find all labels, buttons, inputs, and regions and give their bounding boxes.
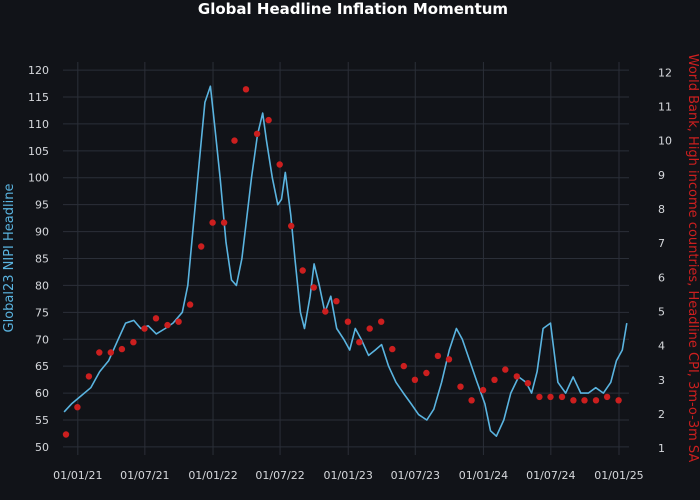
series-line-nipi-headline bbox=[63, 85, 628, 438]
y-left-tick-label: 100 bbox=[28, 172, 49, 185]
y-left-tick-label: 60 bbox=[35, 387, 49, 400]
y-left-tick-label: 70 bbox=[35, 333, 49, 346]
cpi-marker bbox=[581, 397, 588, 404]
cpi-marker bbox=[242, 86, 250, 93]
x-tick-labels: 01/01/21 01/07/21 01/01/22 01/07/22 01/01/23… bbox=[53, 469, 644, 482]
cpi-marker bbox=[615, 397, 622, 404]
cpi-marker bbox=[85, 373, 93, 380]
cpi-marker bbox=[603, 393, 611, 401]
cpi-marker bbox=[445, 356, 453, 363]
y-left-tick-label: 75 bbox=[35, 306, 49, 319]
cpi-marker bbox=[74, 404, 81, 411]
cpi-marker bbox=[276, 161, 283, 168]
cpi-marker bbox=[175, 318, 182, 325]
y-right-tick-label: 9 bbox=[658, 169, 665, 182]
y-left-tick-label: 90 bbox=[35, 226, 49, 239]
cpi-marker bbox=[411, 376, 419, 383]
y-right-tick-label: 12 bbox=[658, 66, 672, 79]
cpi-marker bbox=[152, 315, 160, 322]
cpi-marker bbox=[253, 130, 261, 137]
cpi-marker bbox=[107, 349, 115, 356]
cpi-marker bbox=[502, 366, 509, 373]
cpi-marker bbox=[220, 219, 228, 226]
y-left-tick-label: 95 bbox=[35, 199, 49, 212]
cpi-marker bbox=[479, 386, 487, 394]
cpi-marker bbox=[366, 325, 373, 332]
y-left-tick-label: 105 bbox=[28, 145, 49, 158]
cpi-marker bbox=[141, 325, 148, 332]
y-right-tick-label: 5 bbox=[658, 305, 665, 318]
y-right-tick-label: 4 bbox=[658, 340, 665, 353]
cpi-marker bbox=[333, 298, 340, 305]
cpi-marker bbox=[491, 376, 498, 383]
series-line-group bbox=[63, 85, 628, 438]
cpi-marker bbox=[288, 222, 295, 230]
cpi-marker bbox=[434, 352, 442, 360]
y-right-tick-label: 6 bbox=[658, 271, 665, 284]
y-right-tick-label: 1 bbox=[658, 442, 665, 455]
x-tick-label: 01/01/24 bbox=[459, 469, 508, 482]
cpi-marker bbox=[310, 284, 317, 291]
y-right-tick-label: 3 bbox=[658, 374, 665, 387]
x-tick-label: 01/01/23 bbox=[324, 469, 373, 482]
cpi-marker bbox=[198, 243, 205, 250]
cpi-marker bbox=[524, 380, 532, 387]
x-tick-label: 01/01/21 bbox=[53, 469, 102, 482]
y-right-axis-title: World Bank, High income countries, Headl… bbox=[685, 54, 700, 463]
x-tick-label: 01/01/25 bbox=[594, 469, 643, 482]
cpi-marker bbox=[209, 219, 216, 226]
cpi-marker bbox=[457, 383, 464, 390]
cpi-marker bbox=[265, 116, 272, 124]
cpi-marker bbox=[513, 373, 520, 380]
cpi-marker bbox=[322, 308, 329, 315]
cpi-marker bbox=[468, 397, 475, 404]
cpi-marker bbox=[344, 318, 352, 325]
cpi-marker bbox=[536, 393, 543, 401]
cpi-marker bbox=[400, 362, 407, 370]
cpi-marker bbox=[356, 339, 363, 346]
cpi-marker bbox=[547, 393, 554, 401]
cpi-marker bbox=[592, 397, 600, 404]
cpi-marker bbox=[164, 321, 171, 329]
y-left-tick-labels: 50 55 60 65 70 75 80 85 90 95 100 105 110 115 120 bbox=[28, 64, 49, 454]
y-right-tick-label: 7 bbox=[658, 237, 665, 250]
x-tick-label: 01/07/22 bbox=[255, 469, 304, 482]
cpi-marker bbox=[378, 318, 385, 325]
cpi-marker bbox=[558, 393, 566, 401]
y-left-tick-label: 80 bbox=[35, 279, 49, 292]
cpi-marker bbox=[423, 369, 430, 377]
cpi-marker bbox=[231, 137, 238, 144]
y-left-tick-label: 65 bbox=[35, 360, 49, 373]
cpi-marker bbox=[96, 349, 103, 356]
y-left-tick-label: 50 bbox=[35, 441, 49, 454]
y-left-tick-label: 85 bbox=[35, 253, 49, 266]
y-left-tick-label: 110 bbox=[28, 118, 49, 131]
x-tick-label: 01/07/23 bbox=[391, 469, 440, 482]
y-right-tick-label: 10 bbox=[658, 135, 672, 148]
y-left-tick-label: 115 bbox=[28, 91, 49, 104]
cpi-marker bbox=[299, 267, 306, 274]
cpi-marker bbox=[389, 345, 396, 353]
chart-title: Global Headline Inflation Momentum bbox=[198, 0, 508, 18]
cpi-marker bbox=[570, 397, 577, 404]
x-tick-label: 01/07/24 bbox=[526, 469, 575, 482]
y-right-tick-label: 8 bbox=[658, 203, 665, 216]
y-right-tick-label: 11 bbox=[658, 100, 672, 113]
y-left-axis-title: Global23 NIPI Headline bbox=[2, 184, 17, 333]
cpi-marker bbox=[186, 301, 194, 308]
cpi-marker bbox=[118, 345, 126, 353]
y-left-tick-label: 120 bbox=[28, 64, 49, 77]
series-markers-group bbox=[62, 86, 622, 438]
y-right-tick-label: 2 bbox=[658, 408, 665, 421]
y-left-tick-label: 55 bbox=[35, 414, 49, 427]
cpi-marker bbox=[130, 339, 137, 346]
x-tick-label: 01/07/21 bbox=[120, 469, 169, 482]
cpi-marker bbox=[62, 431, 70, 438]
x-tick-label: 01/01/22 bbox=[188, 469, 237, 482]
